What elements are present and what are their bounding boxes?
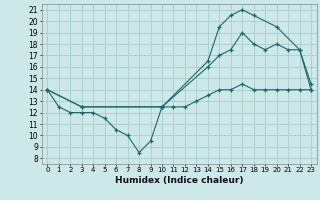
X-axis label: Humidex (Indice chaleur): Humidex (Indice chaleur): [115, 176, 244, 185]
